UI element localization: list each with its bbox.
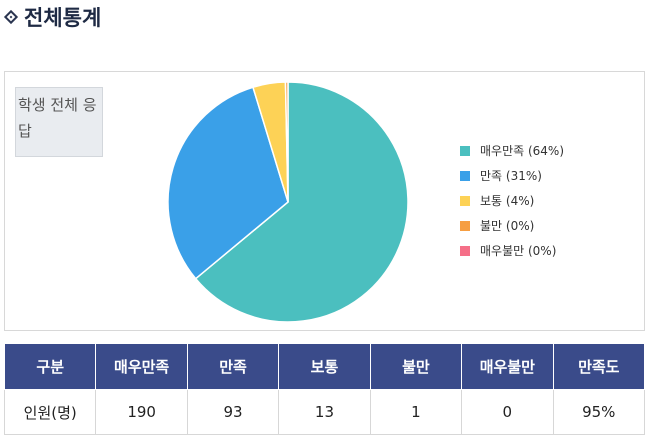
legend-swatch [460,245,470,256]
diamond-icon [3,9,19,25]
legend-label: 보통 (4%) [480,194,535,208]
legend-swatch [460,220,470,231]
legend-item: 불만 (0%) [460,213,564,238]
table-row: 인원(명) 190 93 13 1 0 95% [3,389,646,435]
legend-label: 매우불만 (0%) [480,244,557,258]
table-header-cell: 매우불만 [461,343,554,390]
legend-item: 보통 (4%) [460,188,564,213]
table-header-cell: 보통 [278,343,371,390]
table-cell: 인원(명) [3,389,97,435]
table-header-cell: 구분 [3,343,97,390]
section-title: 전체통계 [24,6,102,30]
legend: 매우만족 (64%) 만족 (31%) 보통 (4%) 불만 (0%) 매우불만 (0%… [460,138,564,263]
table-header-cell: 불만 [369,343,463,390]
table-cell: 0 [461,389,554,435]
legend-label: 불만 (0%) [480,219,535,233]
chart-label: 학생 전체 응답 [15,87,103,157]
pie-slice-1 [167,86,289,280]
chart-panel: 학생 전체 응답 매우만족 (64%) 만족 (31%) 보통 (4%) 불만 (0%… [4,71,645,331]
legend-swatch [460,195,470,206]
legend-item: 매우불만 (0%) [460,238,564,263]
table-cell: 95% [552,389,646,435]
table-cell: 93 [186,389,280,435]
pie-slice-0 [194,82,409,323]
pie-slice-3 [284,82,289,203]
table-header-cell: 만족도 [552,343,646,390]
table-cell: 190 [95,389,188,435]
pie-chart [167,82,409,323]
table-header-cell: 만족 [186,343,280,390]
legend-swatch [460,145,470,156]
table-header-row: 구분 매우만족 만족 보통 불만 매우불만 만족도 [3,343,646,390]
summary-table: 구분 매우만족 만족 보통 불만 매우불만 만족도 인원(명) 190 93 13 1 0 95% [3,343,646,435]
table-cell: 1 [369,389,463,435]
legend-item: 매우만족 (64%) [460,138,564,163]
legend-label: 매우만족 (64%) [480,144,565,158]
legend-label: 만족 (31%) [480,169,542,183]
legend-item: 만족 (31%) [460,163,564,188]
table-header-cell: 매우만족 [95,343,188,390]
legend-swatch [460,170,470,181]
table-cell: 13 [278,389,371,435]
section-header: 전체통계 [3,2,102,32]
